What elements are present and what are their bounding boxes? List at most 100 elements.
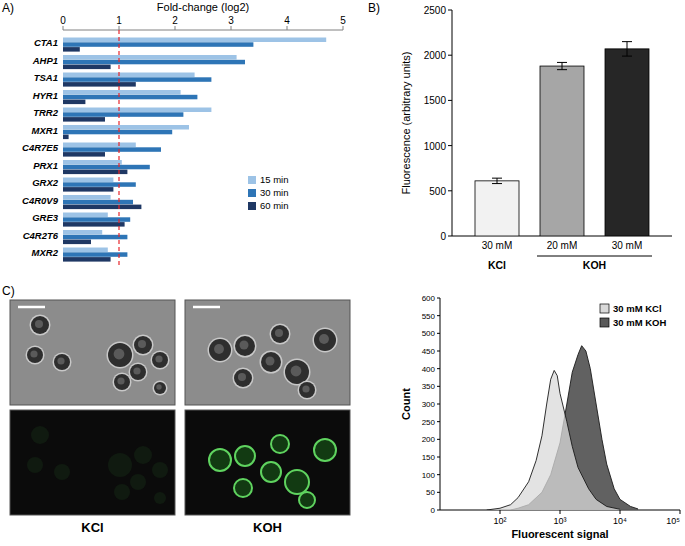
bar xyxy=(63,65,111,70)
bar xyxy=(63,108,211,113)
axis-title: Fold-change (log2) xyxy=(157,1,249,13)
cell-core xyxy=(291,366,302,377)
cell-fluorescence xyxy=(235,446,255,466)
category-label: C4R2T6 xyxy=(23,230,59,241)
tick-label: 400 xyxy=(422,365,436,374)
tick-label: 2000 xyxy=(424,50,447,61)
category-label: CTA1 xyxy=(34,37,58,48)
cell-core xyxy=(319,334,329,344)
tick xyxy=(437,439,440,440)
category-label: C4R0V9 xyxy=(22,195,59,206)
tick xyxy=(437,368,440,369)
error-line xyxy=(627,42,628,56)
legend-swatch xyxy=(600,318,609,327)
bar xyxy=(63,42,253,47)
bar xyxy=(63,248,108,253)
tick-label: 10⁴ xyxy=(613,516,627,526)
category-label: MXR2 xyxy=(32,247,59,258)
bar xyxy=(63,222,125,227)
fluorescence-image xyxy=(185,410,350,515)
bar xyxy=(63,178,113,183)
error-line xyxy=(562,62,563,69)
bar xyxy=(63,82,136,87)
bar xyxy=(63,130,172,135)
tick xyxy=(437,351,440,352)
category-label: TRR2 xyxy=(33,107,59,118)
axis-title: Fluorescence (arbitrary units) xyxy=(400,51,412,194)
cell-fluorescence xyxy=(31,426,49,444)
bar xyxy=(63,135,69,140)
cell-core xyxy=(117,377,124,384)
legend-swatch xyxy=(248,202,256,210)
reference-line xyxy=(118,30,119,265)
error-bar xyxy=(492,178,502,183)
tick-label: 10² xyxy=(493,516,506,526)
bar xyxy=(63,160,122,165)
cell-fluorescence xyxy=(299,492,315,508)
bar xyxy=(63,165,150,170)
group-line xyxy=(537,256,652,257)
bar xyxy=(63,195,111,200)
cell-core xyxy=(114,349,125,360)
category-label: HYR1 xyxy=(33,90,58,101)
tick-label: 50 xyxy=(426,488,435,497)
scale-bar xyxy=(193,306,220,309)
cell xyxy=(130,364,146,380)
bar xyxy=(63,125,189,130)
cell-halo xyxy=(208,338,233,363)
cell-fluorescence xyxy=(108,453,132,477)
tick xyxy=(437,404,440,405)
cell-core xyxy=(156,384,161,389)
tick-label: 1000 xyxy=(424,141,447,152)
x-axis xyxy=(63,30,343,31)
cell xyxy=(27,347,43,363)
error-cap xyxy=(557,69,567,70)
tick xyxy=(231,26,232,30)
cell xyxy=(234,369,252,387)
cell xyxy=(108,343,132,367)
cell-halo xyxy=(233,368,254,389)
group-label: KOH xyxy=(583,259,606,271)
axis-title: Count xyxy=(400,388,412,420)
phase-image xyxy=(185,300,350,405)
tick xyxy=(448,190,452,191)
tick-label: 500 xyxy=(422,329,436,338)
category-label: PRX1 xyxy=(33,160,58,171)
bars xyxy=(475,49,649,236)
cell-fluorescence xyxy=(261,462,281,482)
fluorescence-image xyxy=(10,410,175,515)
tick xyxy=(448,55,452,56)
cell xyxy=(235,336,255,356)
group-label: KCl xyxy=(488,259,506,271)
cell xyxy=(261,352,281,372)
cell-fluorescence xyxy=(234,479,252,497)
bar xyxy=(605,49,649,236)
category-label: 30 mM xyxy=(482,240,513,251)
image-label: KOH xyxy=(253,520,282,535)
tick xyxy=(343,26,344,30)
category-label: GRE3 xyxy=(32,212,59,223)
bar xyxy=(63,182,136,187)
cell-fluorescence xyxy=(271,435,289,453)
tick-label: 5 xyxy=(340,15,346,26)
y-axis xyxy=(452,10,453,236)
legend-label: 30 mM KCl xyxy=(613,303,662,314)
cell-halo xyxy=(153,381,168,396)
cell-halo xyxy=(53,353,72,372)
bar xyxy=(63,170,127,175)
error-cap xyxy=(557,62,567,63)
legend-label: 60 min xyxy=(260,200,289,211)
tick-label: 150 xyxy=(422,453,436,462)
tick-label: 0 xyxy=(60,15,66,26)
legend-swatch xyxy=(600,304,609,313)
legend-swatch xyxy=(248,176,256,184)
category-label: AHP1 xyxy=(32,55,58,66)
bar xyxy=(63,252,127,256)
cell-core xyxy=(30,350,37,357)
error-cap xyxy=(492,183,502,184)
cell-core xyxy=(214,344,224,354)
cell xyxy=(114,374,130,390)
tick xyxy=(437,298,440,299)
bar xyxy=(63,152,105,157)
cell-fluorescence xyxy=(114,484,130,500)
